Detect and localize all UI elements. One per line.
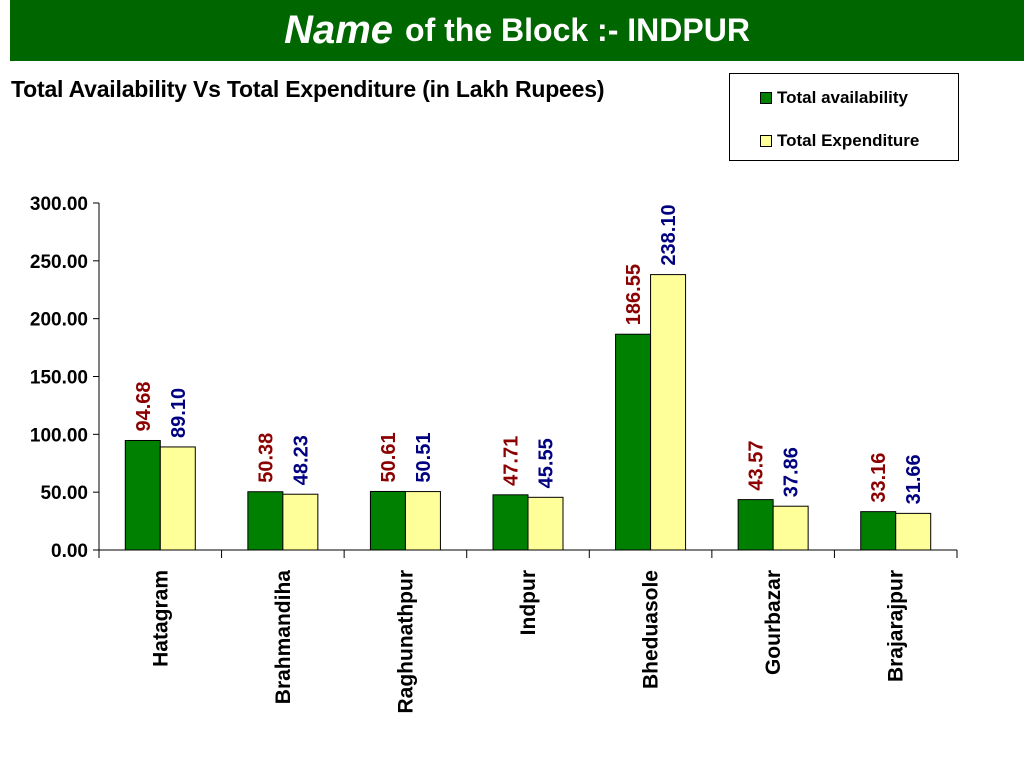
legend-swatch-availability <box>760 92 772 104</box>
data-label-expenditure: 238.10 <box>658 204 680 265</box>
data-label-expenditure: 48.23 <box>290 435 312 485</box>
bar-total-expenditure <box>159 446 196 551</box>
y-tick-label: 50.00 <box>40 483 88 504</box>
bar-total-expenditure <box>282 493 319 551</box>
header-block-title: of the Block :- INDPUR <box>405 12 750 48</box>
legend-item-expenditure: Total Expenditure <box>760 131 919 151</box>
data-label-expenditure: 50.51 <box>413 433 435 483</box>
header-banner: Name of the Block :- INDPUR <box>10 0 1024 61</box>
legend-swatch-expenditure <box>760 135 772 147</box>
data-label-availability: 94.68 <box>133 381 155 431</box>
bar-total-availability <box>615 333 652 551</box>
y-tick-label: 200.00 <box>30 310 88 331</box>
header-name-word: Name <box>284 8 394 52</box>
chart-title: Total Availability Vs Total Expenditure … <box>11 76 605 102</box>
bar-total-expenditure <box>895 512 932 551</box>
data-label-availability: 186.55 <box>623 264 645 325</box>
y-tick-label: 250.00 <box>30 252 88 273</box>
x-category-label: Brahmandiha <box>272 570 295 705</box>
x-category-label: Brajarajpur <box>885 570 908 682</box>
data-label-availability: 50.38 <box>255 433 277 483</box>
legend-item-availability: Total availability <box>760 88 908 108</box>
bar-total-availability <box>369 490 406 551</box>
chart-legend: Total availability Total Expenditure <box>729 73 959 161</box>
data-label-expenditure: 31.66 <box>903 454 925 504</box>
bar-total-availability <box>124 439 161 551</box>
legend-label-expenditure: Total Expenditure <box>777 131 920 150</box>
legend-label-availability: Total availability <box>777 88 909 107</box>
x-category-label: Raghunathpur <box>394 570 417 713</box>
y-tick-label: 300.00 <box>30 194 88 215</box>
data-label-availability: 50.61 <box>378 432 400 482</box>
bar-total-expenditure <box>772 505 809 551</box>
data-label-availability: 43.57 <box>746 441 768 491</box>
y-tick-label: 100.00 <box>30 425 88 446</box>
x-category-label: Hatagram <box>149 570 172 667</box>
bar-total-availability <box>247 491 284 551</box>
bar-total-availability <box>492 494 529 551</box>
bar-total-expenditure <box>404 491 441 551</box>
x-category-label: Bheduasole <box>640 570 663 689</box>
x-category-label: Gourbazar <box>762 570 785 675</box>
bar-total-expenditure <box>527 496 564 551</box>
y-tick-label: 0.00 <box>51 541 88 562</box>
x-category-label: Indpur <box>517 570 540 635</box>
bar-total-availability <box>737 499 774 551</box>
bar-total-expenditure <box>650 274 687 551</box>
data-label-availability: 47.71 <box>501 436 523 486</box>
data-label-availability: 33.16 <box>868 453 890 503</box>
data-label-expenditure: 45.55 <box>536 438 558 488</box>
y-tick-label: 150.00 <box>30 368 88 389</box>
data-label-expenditure: 37.86 <box>781 447 803 497</box>
bar-total-availability <box>860 511 897 551</box>
data-label-expenditure: 89.10 <box>168 388 190 438</box>
